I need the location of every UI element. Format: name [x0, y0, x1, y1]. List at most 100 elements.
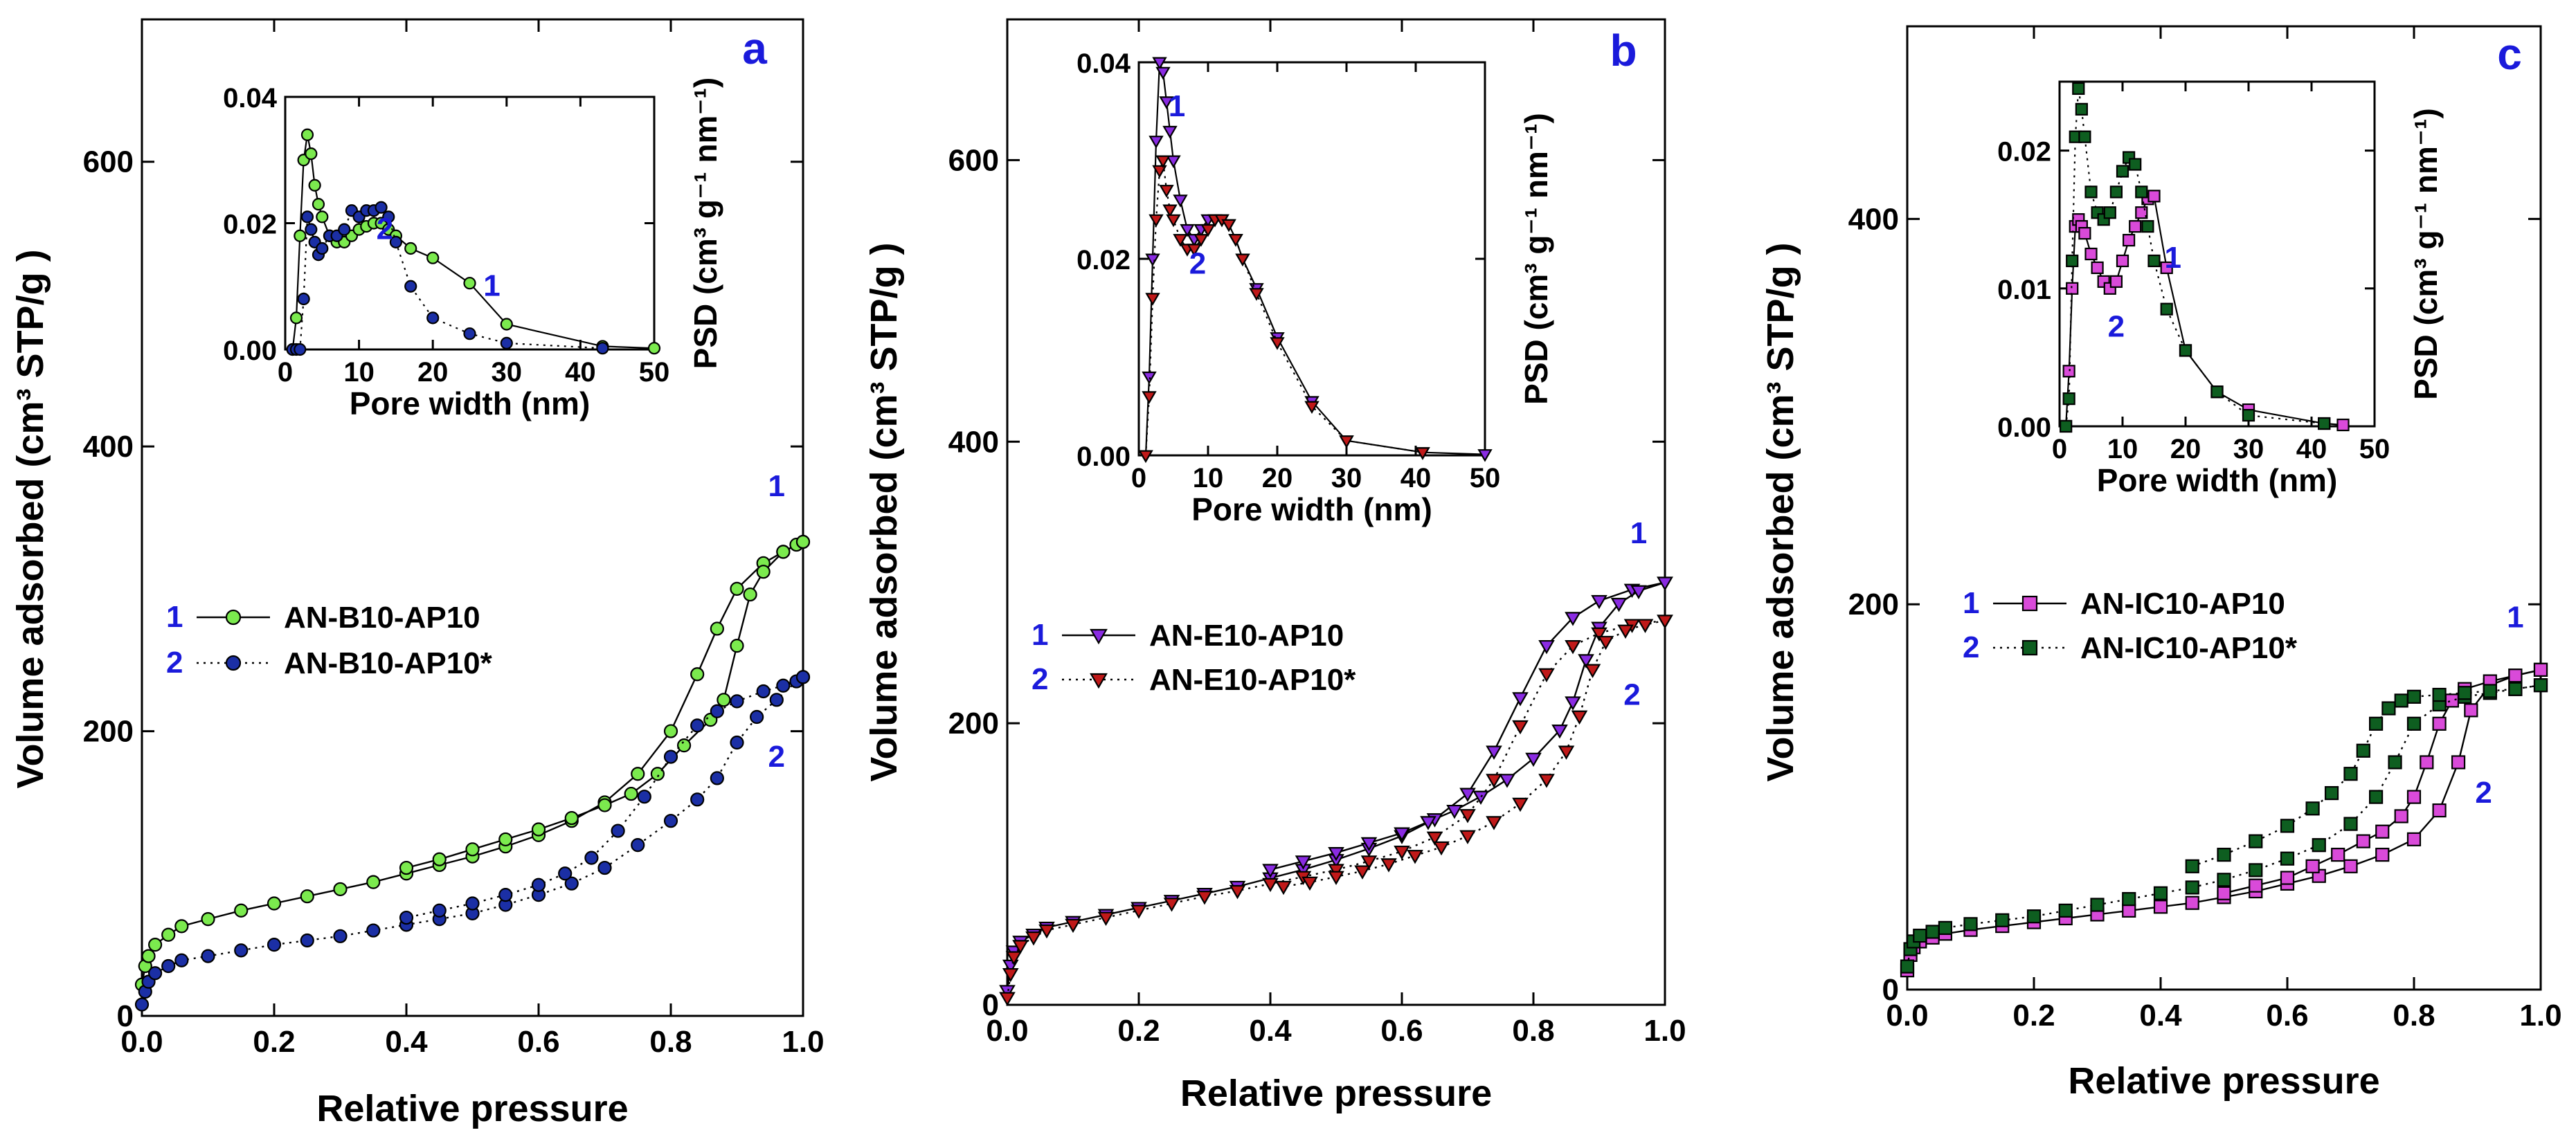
panel-b-inset-point	[1152, 165, 1167, 179]
panel-c-point	[2090, 898, 2105, 912]
panel-c-point	[2381, 701, 2396, 716]
panel-c-inset-point	[2072, 82, 2085, 95]
panel-b-series-2	[999, 615, 1673, 1006]
panel-a-point	[730, 639, 744, 653]
panel-c-point	[2464, 703, 2478, 718]
panel-c-inset-point	[2109, 275, 2123, 288]
legend-number: 2	[1963, 630, 1979, 664]
panel-b-inset-y-tick-label: 0.04	[1077, 48, 1131, 79]
panel-c-inset-point	[2075, 102, 2088, 116]
panel-b-point	[1565, 639, 1581, 655]
panel-c-point	[2324, 785, 2339, 801]
panel-a-series-1	[134, 534, 811, 992]
legend-label: AN-IC10-AP10	[2080, 587, 2285, 621]
panel-b-point	[1610, 597, 1628, 612]
panel-c-desorption-line-2	[2192, 684, 2541, 867]
legend-marker	[2021, 639, 2038, 656]
panel-a-point	[776, 678, 791, 693]
legend-label: AN-B10-AP10	[284, 601, 480, 635]
legend-marker	[225, 655, 242, 671]
panel-c-point	[2432, 716, 2447, 731]
panel-b-inset-point	[1152, 57, 1167, 70]
panel-a-point	[432, 852, 447, 866]
panel-a-point	[234, 943, 249, 958]
panel-c-point	[2122, 903, 2136, 918]
panel-c-point	[2451, 755, 2466, 770]
panel-c-point	[2217, 873, 2231, 887]
panel-c-point	[1900, 959, 1915, 974]
panel-c-inset-point	[2060, 419, 2073, 433]
panel-b-inset-point	[1228, 234, 1243, 247]
panel-a-point	[750, 709, 764, 725]
panel-b-point	[1394, 845, 1410, 860]
panel-a-inset-point	[375, 201, 388, 214]
panel-b-point	[1525, 752, 1542, 767]
panel-a-inset-point	[463, 277, 476, 290]
panel-b-point	[1597, 635, 1614, 651]
panel-c-point	[2394, 693, 2408, 708]
panel-a-x-tick-label: 0.8	[649, 1025, 692, 1059]
panel-c-inset-point	[2066, 254, 2079, 268]
panel-b-point	[1433, 841, 1450, 856]
panel-a-inset-y-tick-label: 0.00	[223, 336, 277, 366]
panel-a-point	[333, 929, 348, 943]
panel-b-point	[1420, 816, 1436, 830]
panel-a-inset-x-tick-label: 30	[492, 357, 523, 388]
panel-a-point	[432, 903, 447, 918]
panel-b-inset-x-tick-label: 40	[1400, 463, 1432, 493]
panel-a-x-tick-label: 0.0	[120, 1025, 163, 1059]
panel-a-inset-point	[426, 311, 440, 325]
panel-c-point	[2280, 851, 2295, 866]
panel-c-x-tick-label: 0.4	[2139, 999, 2182, 1033]
legend-label: AN-B10-AP10*	[284, 646, 493, 680]
panel-b-x-axis-label: Relative pressure	[1180, 1073, 1492, 1114]
panel-a-inset-point	[404, 280, 417, 293]
panel-a-point	[399, 860, 414, 875]
panel-c-point	[2533, 662, 2548, 677]
panel-b-inset: 0 10 20 30 40 50 0.00 0.02 0.04 1 2 Pore width (nm)…	[1077, 48, 1554, 527]
panel-a-x-axis-label: Relative pressure	[316, 1088, 628, 1129]
panel-a-frame	[141, 18, 804, 1017]
panel-c-point	[2058, 903, 2073, 918]
panel-a-point	[399, 910, 414, 925]
legend-marker	[1090, 628, 1108, 645]
panel-b-point	[1229, 884, 1246, 900]
panel-c-curve-number: 2	[2475, 776, 2492, 810]
panel-b-point	[1637, 619, 1654, 633]
panel-b-inset-point	[1159, 96, 1174, 109]
panel-c-y-tick-label: 400	[1848, 202, 1899, 236]
panel-a-inset-x-tick-label: 40	[565, 357, 596, 388]
panel-b-inset-point	[1155, 155, 1171, 168]
panel-b-point	[1657, 576, 1673, 591]
legend-marker	[2021, 595, 2038, 612]
panel-c-inset-x-tick-label: 0	[2052, 434, 2067, 464]
panel-b-point	[1426, 831, 1443, 846]
panel-b-x-tick-label: 0.2	[1117, 1014, 1160, 1048]
panel-c-point	[2217, 848, 2231, 862]
panel-b-inset-y-label: PSD (cm³ g⁻¹ nm⁻¹)	[1518, 113, 1554, 405]
panel-c-point	[2369, 790, 2384, 804]
panel-c-x-tick-label: 1.0	[2519, 999, 2561, 1033]
panel-a-inset: 0 10 20 30 40 50 0.00 0.02 0.04 1 2 Pore width (nm)…	[223, 78, 723, 421]
panel-c-point	[2153, 886, 2168, 900]
panel-c-x-tick-label: 0.8	[2393, 999, 2435, 1033]
panel-a-inset-x-tick-label: 20	[417, 357, 449, 388]
panel-b-point	[999, 992, 1016, 1006]
panel-a-point	[769, 693, 784, 707]
panel-b-point	[1558, 745, 1575, 760]
panel-c-point	[2356, 834, 2370, 848]
panel-c-point	[2122, 892, 2136, 907]
panel-b-point	[1005, 951, 1023, 965]
panel-a-inset-point	[500, 318, 513, 331]
panel-b-inset-point	[1187, 244, 1202, 257]
panel-c-point	[2185, 880, 2199, 895]
panel-b-inset-x-tick-label: 50	[1470, 463, 1501, 493]
panel-a-point	[201, 949, 215, 963]
panel-a-curve-number: 2	[768, 740, 785, 774]
panel-a-point	[300, 933, 314, 948]
panel-c-point	[2280, 819, 2295, 833]
panel-a-point	[795, 534, 811, 549]
panel-c-y-axis-label: Volume adsorbed (cm³ STP/g )	[1760, 242, 1801, 781]
